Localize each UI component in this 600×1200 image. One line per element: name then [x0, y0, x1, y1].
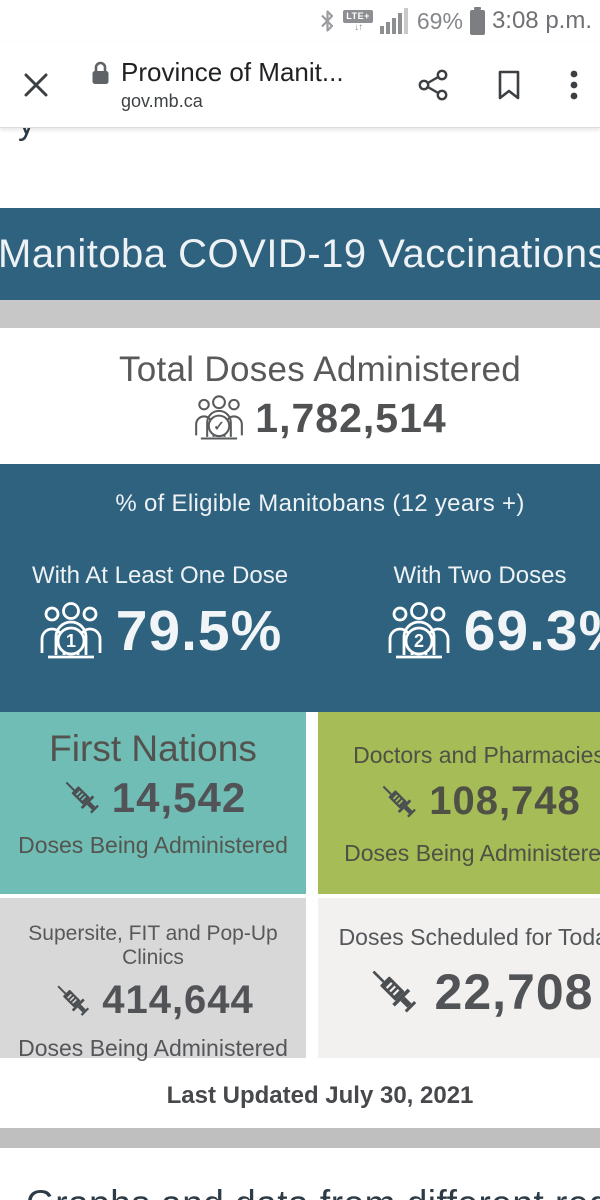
last-updated: Last Updated July 30, 2021 [166, 1082, 474, 1109]
card-title: Doses Scheduled for Today [338, 924, 600, 950]
webpage: Manitoba COVID-19 Vaccinations Total Dos… [0, 208, 600, 1200]
card-value: 14,542 [111, 774, 247, 821]
card-supersite-clinics: Supersite, FIT and Pop-Up Clinics [0, 898, 306, 1061]
one-dose-value: 79.5% [115, 599, 283, 663]
page-title: Province of Manit... [121, 57, 344, 87]
svg-text:✓: ✓ [214, 419, 225, 434]
two-dose-value: 69.3% [463, 599, 600, 663]
card-first-nations: First Nations [0, 712, 306, 894]
browser-toolbar: Province of Manit... gov.mb.ca [0, 42, 600, 128]
battery-icon [469, 7, 485, 35]
card-title: Supersite, FIT and Pop-Up Clinics [28, 922, 278, 969]
eligible-heading: % of Eligible Manitobans (12 years +) [115, 490, 525, 517]
card-caption: Doses Being Administered [344, 840, 600, 866]
eligible-section: % of Eligible Manitobans (12 years +) Wi… [0, 464, 600, 712]
card-doctors-pharmacies: Doctors and Pharmacies [318, 712, 600, 894]
two-dose-label: With Two Doses [393, 562, 567, 589]
clock-time: 3:08 p.m. [491, 7, 592, 34]
syringe-icon [377, 780, 421, 824]
bookmark-icon[interactable] [496, 69, 522, 101]
people-check-icon: ✓ [193, 394, 245, 442]
share-icon[interactable] [418, 69, 448, 101]
card-doses-scheduled: Doses Scheduled for Today [318, 898, 600, 1058]
signal-strength-icon [379, 8, 410, 34]
total-doses-section: Total Doses Administered ✓ [0, 328, 600, 464]
card-value: 22,708 [434, 964, 594, 1020]
total-doses-value: 1,782,514 [255, 394, 447, 441]
clipped-text-fragment: y [18, 128, 35, 143]
people-two-dose-icon: 2 [386, 600, 452, 662]
status-bar: LTE+ ↓↑ 69% 3:08 p.m. [0, 0, 600, 42]
total-doses-heading: Total Doses Administered [118, 350, 522, 389]
close-icon[interactable] [22, 71, 50, 99]
one-dose-label: With At Least One Dose [31, 562, 289, 589]
lock-icon[interactable] [90, 60, 111, 86]
svg-text:1: 1 [66, 631, 76, 651]
overflow-menu-icon[interactable] [570, 69, 578, 101]
people-one-dose-icon: 1 [38, 600, 104, 662]
next-section-heading: Graphs and data from different regio [26, 1183, 600, 1200]
page-url: gov.mb.ca [121, 91, 203, 111]
syringe-icon [60, 776, 104, 820]
bluetooth-icon [319, 8, 336, 34]
next-section: Graphs and data from different regio [0, 1148, 600, 1200]
divider-strip [0, 1128, 600, 1148]
card-caption: Doses Being Administered [18, 1035, 288, 1061]
card-caption: Doses Being Administered [18, 832, 288, 858]
svg-text:2: 2 [414, 631, 424, 651]
scrolled-content-gap: y [0, 128, 600, 208]
syringe-icon [52, 980, 94, 1022]
banner-title: Manitoba COVID-19 Vaccinations [0, 231, 600, 276]
url-bar[interactable]: Province of Manit... gov.mb.ca [90, 57, 344, 112]
battery-percent: 69% [416, 7, 463, 34]
card-title: Doctors and Pharmacies [353, 742, 600, 768]
card-title: First Nations [49, 728, 257, 769]
card-value: 414,644 [102, 978, 254, 1022]
lte-network-icon: LTE+ ↓↑ [343, 9, 373, 33]
card-value: 108,748 [429, 779, 581, 823]
page-banner: Manitoba COVID-19 Vaccinations [0, 208, 600, 300]
syringe-icon [365, 963, 423, 1021]
divider-strip [0, 300, 600, 328]
